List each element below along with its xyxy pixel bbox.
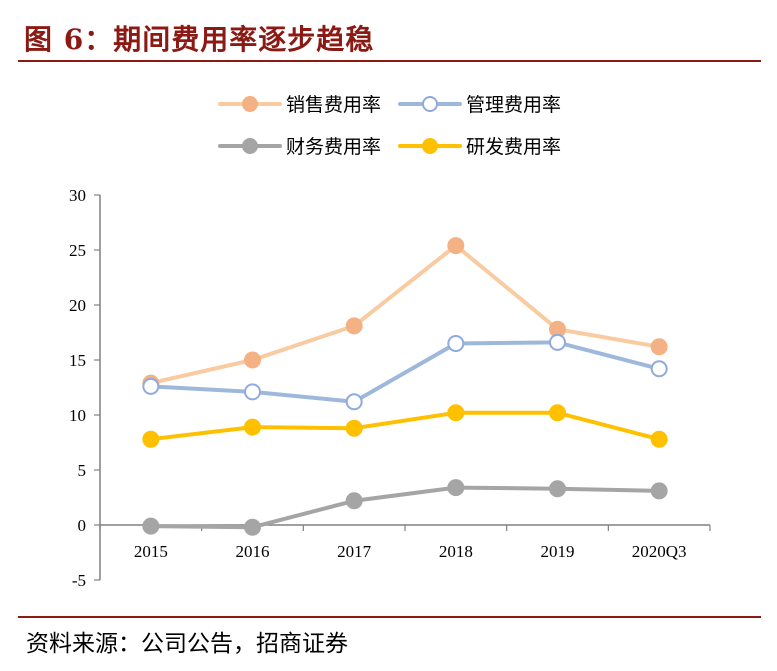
series-2-point [345,393,363,411]
source-rule [18,616,761,618]
series-line-4 [148,410,662,442]
figure-title: 图 6：期间费用率逐步趋稳 [24,23,375,56]
series-line-1 [148,243,662,386]
legend-label: 财务费用率 [286,136,381,158]
legend-item-4: 研发费用率 [398,136,561,158]
y-tick-label: 10 [69,406,86,425]
series-3-point [345,492,363,510]
series-2-point [447,335,465,352]
chart-axes: -5 0 5 10 15 20 25 30 2015 2016 2017 2018 2019 2020Q3 [69,186,711,590]
series-2-point [650,360,668,378]
legend-item-2: 管理费用率 [398,94,561,116]
legend-item-3: 财务费用率 [218,136,381,158]
y-tick-label: 30 [69,186,86,205]
legend-swatch-marker [422,96,438,112]
x-tick-label: 2018 [439,542,473,561]
series-3-point [244,518,261,536]
legend-swatch-marker [242,138,258,154]
y-tick-label: 25 [69,241,86,260]
series-2-point [244,383,261,401]
y-tick-label: 20 [69,296,86,315]
series-4-point [244,418,261,436]
series-4-point [142,430,160,448]
chart-series-lines [148,243,662,530]
series-3-point [142,517,160,535]
legend-label: 销售费用率 [286,94,381,116]
legend-swatch-marker [242,96,258,112]
y-tick-label: -5 [72,571,86,590]
series-4-point [345,419,363,437]
series-2-point [549,333,566,351]
title-rule [18,60,761,62]
series-3-point [549,480,566,498]
legend-label: 管理费用率 [466,94,561,116]
x-tick-label: 2019 [541,542,575,561]
x-tick-label: 2015 [134,542,168,561]
legend-label: 研发费用率 [466,136,561,158]
y-tick-label: 0 [78,516,87,535]
y-tick-label: 15 [69,351,86,370]
x-tick-label: 2016 [236,542,270,561]
series-1-point [447,237,465,255]
chart-series-markers [142,237,668,536]
x-tick-label: 2020Q3 [632,542,687,561]
series-4-point [447,404,465,422]
series-3-point [650,482,668,500]
series-2-point [142,377,160,395]
series-3-point [447,479,465,497]
source-note: 资料来源：公司公告，招商证券 [26,631,348,657]
series-line-2 [148,340,662,404]
series-line-3 [148,485,662,530]
y-tick-label: 5 [78,461,87,480]
series-4-point [650,430,668,448]
series-4-point [549,404,566,422]
series-1-point [650,338,668,356]
x-tick-label: 2017 [337,542,372,561]
series-1-point [345,317,363,335]
series-1-point [244,351,261,369]
legend-item-1: 销售费用率 [218,94,381,116]
legend-swatch-marker [422,138,438,154]
